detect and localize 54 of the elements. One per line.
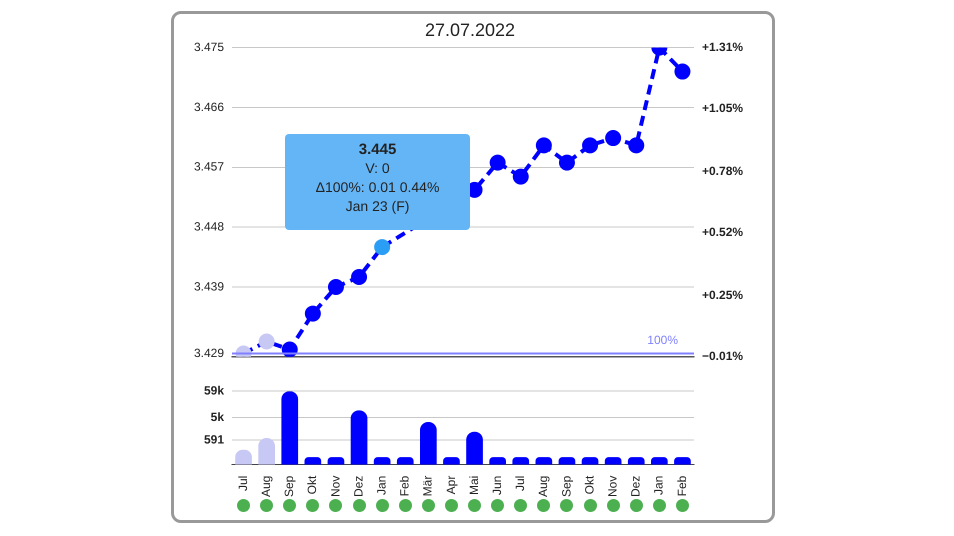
y-tick-label: 3.439	[194, 279, 224, 294]
x-tick-label: Sep	[559, 475, 574, 498]
point	[512, 168, 529, 185]
y2-tick-label: +0.52%	[702, 224, 744, 239]
point	[536, 137, 552, 154]
annotation: V: 0	[364, 159, 391, 178]
annotation: Jan 23 (F)	[344, 197, 410, 216]
y-tick-label: 5k	[210, 410, 224, 424]
x-tick-label: Jul	[513, 476, 528, 491]
x-tick-label: Dez	[351, 476, 366, 497]
point	[674, 64, 690, 80]
y-tick-label: 3.448	[194, 219, 224, 234]
point	[351, 269, 368, 286]
x-tick-label: Jan	[374, 476, 388, 496]
x-tick-label: Mär	[420, 476, 435, 496]
point	[628, 137, 644, 154]
x-tick-label: Okt	[582, 474, 596, 494]
x-tick-label: Apr	[444, 476, 458, 494]
annotation: 3.445	[358, 140, 398, 160]
x-tick-label: Jan	[652, 476, 666, 496]
y-tick-label: 3.429	[194, 346, 224, 360]
point	[558, 154, 575, 171]
x-tick-label: Aug	[536, 476, 550, 498]
point	[258, 334, 275, 350]
point	[374, 239, 390, 256]
point	[304, 306, 321, 322]
x-tick-label: Aug	[258, 476, 273, 498]
x-tick-label: Feb	[674, 475, 689, 496]
point	[328, 278, 344, 295]
x-tick-label: Sep	[282, 475, 296, 498]
y-tick-label: 3.475	[194, 40, 224, 54]
y-tick-label: 59k	[204, 384, 224, 398]
annotation: Δ100%: 0.01 0.44%	[314, 178, 440, 198]
x-tick-label: Feb	[398, 475, 412, 496]
x-tick-label: Jun	[490, 476, 504, 496]
y2-tick-label: +0.78%	[702, 164, 744, 178]
x-tick-label: Nov	[605, 476, 620, 497]
point	[582, 137, 598, 154]
y-tick-label: 3.457	[194, 160, 224, 174]
point	[605, 130, 622, 146]
y-tick-label: 591	[204, 432, 224, 446]
y-tick-label: 3.466	[194, 100, 224, 114]
x-tick-label: Okt	[305, 474, 320, 494]
x-tick-label: Mai	[466, 476, 481, 495]
annotation: 100%	[647, 332, 678, 347]
x-tick-label: Nov	[328, 476, 342, 497]
y2-tick-label: +0.25%	[702, 288, 744, 302]
y2-tick-label: +1.05%	[702, 100, 744, 115]
x-tick-label: Dez	[628, 476, 643, 497]
chart-title: 27.07.2022	[424, 20, 516, 40]
x-tick-label: Jul	[236, 476, 250, 491]
y2-tick-label: +1.31%	[702, 40, 744, 54]
y2-tick-label: −0.01%	[702, 349, 744, 364]
point	[490, 154, 506, 171]
